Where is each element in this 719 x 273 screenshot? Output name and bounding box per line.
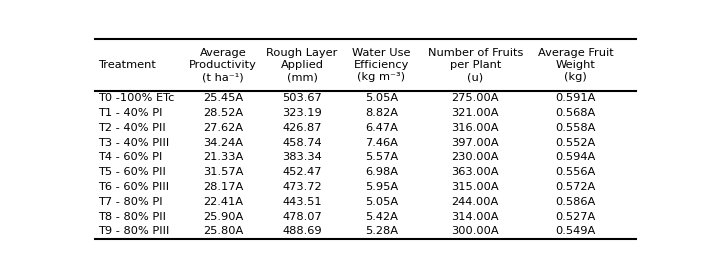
Text: 0.572A: 0.572A [555,182,595,192]
Text: 230.00A: 230.00A [452,152,499,162]
Text: 452.47: 452.47 [283,167,322,177]
Text: 383.34: 383.34 [283,152,322,162]
Text: 443.51: 443.51 [283,197,322,207]
Text: 300.00A: 300.00A [452,226,499,236]
Text: Number of Fruits
per Plant
(u): Number of Fruits per Plant (u) [428,48,523,82]
Text: 0.527A: 0.527A [555,212,595,222]
Text: 488.69: 488.69 [283,226,322,236]
Text: 21.33A: 21.33A [203,152,243,162]
Text: T9 - 80% PIII: T9 - 80% PIII [98,226,169,236]
Text: 0.556A: 0.556A [555,167,595,177]
Text: T5 - 60% PII: T5 - 60% PII [98,167,165,177]
Text: 0.591A: 0.591A [555,93,595,103]
Text: 27.62A: 27.62A [203,123,243,133]
Text: Water Use
Efficiency
(kg m⁻³): Water Use Efficiency (kg m⁻³) [352,48,411,82]
Text: 25.80A: 25.80A [203,226,243,236]
Text: T8 - 80% PII: T8 - 80% PII [98,212,165,222]
Text: 0.586A: 0.586A [555,197,595,207]
Text: 275.00A: 275.00A [452,93,499,103]
Text: 22.41A: 22.41A [203,197,243,207]
Text: 473.72: 473.72 [283,182,322,192]
Text: 34.24A: 34.24A [203,138,243,148]
Text: 314.00A: 314.00A [452,212,499,222]
Text: 25.90A: 25.90A [203,212,243,222]
Text: 5.05A: 5.05A [365,93,398,103]
Text: 316.00A: 316.00A [452,123,499,133]
Text: T0 -100% ETc: T0 -100% ETc [98,93,174,103]
Text: 5.57A: 5.57A [365,152,398,162]
Text: 426.87: 426.87 [283,123,322,133]
Text: Average
Productivity
(t ha⁻¹): Average Productivity (t ha⁻¹) [189,48,257,82]
Text: 0.552A: 0.552A [555,138,595,148]
Text: 28.17A: 28.17A [203,182,243,192]
Text: T4 - 60% PI: T4 - 60% PI [98,152,162,162]
Text: T3 - 40% PIII: T3 - 40% PIII [98,138,169,148]
Text: 0.568A: 0.568A [555,108,595,118]
Text: 478.07: 478.07 [283,212,322,222]
Text: 5.28A: 5.28A [365,226,398,236]
Text: 397.00A: 397.00A [452,138,499,148]
Text: 321.00A: 321.00A [452,108,499,118]
Text: Treatment: Treatment [98,60,155,70]
Text: 5.95A: 5.95A [365,182,398,192]
Text: Rough Layer
Applied
(mm): Rough Layer Applied (mm) [267,48,338,82]
Text: 458.74: 458.74 [283,138,322,148]
Text: 6.98A: 6.98A [365,167,398,177]
Text: 244.00A: 244.00A [452,197,499,207]
Text: 31.57A: 31.57A [203,167,243,177]
Text: T2 - 40% PII: T2 - 40% PII [98,123,165,133]
Text: 315.00A: 315.00A [452,182,499,192]
Text: 8.82A: 8.82A [365,108,398,118]
Text: 5.42A: 5.42A [365,212,398,222]
Text: 0.549A: 0.549A [555,226,595,236]
Text: 7.46A: 7.46A [365,138,398,148]
Text: T6 - 60% PIII: T6 - 60% PIII [98,182,169,192]
Text: 5.05A: 5.05A [365,197,398,207]
Text: 363.00A: 363.00A [452,167,499,177]
Text: Average Fruit
Weight
(kg): Average Fruit Weight (kg) [538,48,613,82]
Text: T7 - 80% PI: T7 - 80% PI [98,197,162,207]
Text: T1 - 40% PI: T1 - 40% PI [98,108,162,118]
Text: 323.19: 323.19 [283,108,322,118]
Text: 0.594A: 0.594A [555,152,595,162]
Text: 28.52A: 28.52A [203,108,243,118]
Text: 503.67: 503.67 [283,93,322,103]
Text: 6.47A: 6.47A [365,123,398,133]
Text: 25.45A: 25.45A [203,93,243,103]
Text: 0.558A: 0.558A [555,123,595,133]
